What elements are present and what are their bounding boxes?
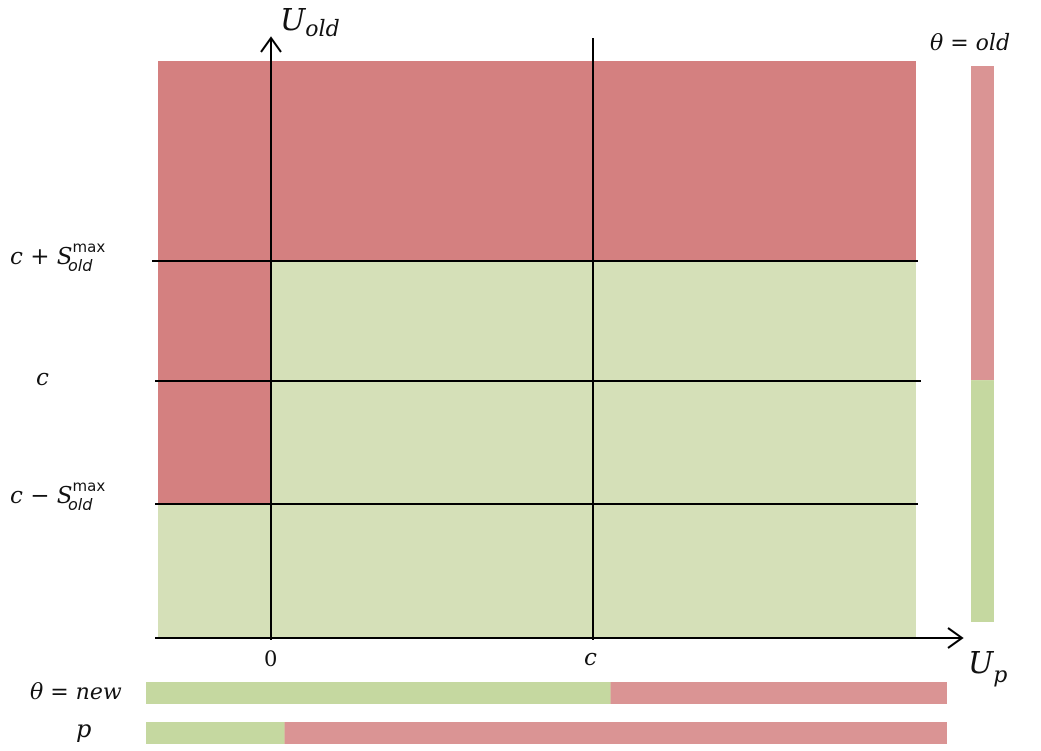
y-axis-label-main: U: [280, 3, 307, 38]
y-axis-label: Uold: [280, 3, 340, 42]
y-tick-lower-prefix: c − S: [10, 483, 73, 509]
x-axis-label-sub: p: [993, 663, 1007, 688]
region-top-red: [158, 61, 916, 261]
bottom-bar-1-red: [610, 682, 947, 704]
bottom-bar-2-label: p: [76, 715, 91, 743]
side-bar-label: θ = old: [930, 31, 1010, 56]
y-tick-c: c: [36, 365, 49, 391]
x-axis-label-main: U: [968, 646, 995, 681]
y-tick-upper-sub: old: [68, 256, 93, 275]
region-bottom-green: [158, 504, 916, 637]
y-axis-arrowhead: [260, 36, 282, 53]
region-left-red: [158, 261, 271, 504]
y-tick-lower-sup: max: [73, 477, 106, 495]
x-axis-label: Up: [968, 646, 1007, 688]
y-axis-label-sub: old: [305, 17, 339, 42]
side-bar-green: [971, 380, 994, 622]
bottom-bar-1-green: [146, 682, 611, 704]
bottom-bar-2-red: [284, 722, 947, 744]
x-tick-zero: 0: [264, 647, 277, 671]
bottom-bar-2-green: [146, 722, 285, 744]
x-axis-arrowhead: [947, 627, 964, 649]
side-bar-red: [971, 66, 994, 381]
x-tick-c: c: [584, 645, 597, 671]
bottom-bar-1-label: θ = new: [30, 680, 122, 705]
y-tick-c-plus-smax: c + Smax old: [10, 238, 105, 275]
y-tick-upper-prefix: c + S: [10, 244, 73, 270]
y-tick-upper-sup: max: [73, 238, 106, 256]
y-tick-c-minus-smax: c − Smax old: [10, 477, 105, 514]
y-tick-lower-sub: old: [68, 495, 93, 514]
